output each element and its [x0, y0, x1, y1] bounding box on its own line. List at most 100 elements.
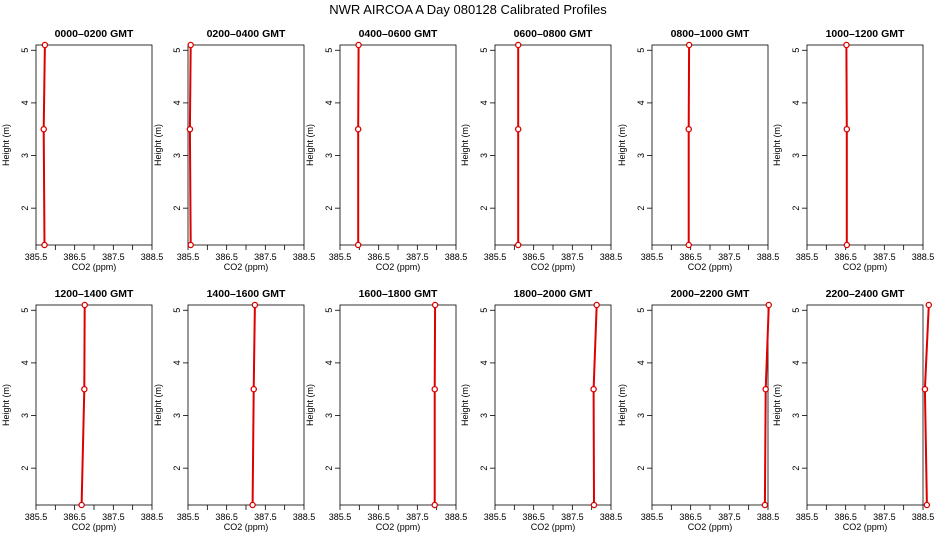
- data-point: [431, 385, 438, 393]
- x-tick-label: 386.5: [215, 252, 238, 262]
- x-tick-label: 386.5: [834, 512, 857, 522]
- x-tick-label: 387.5: [102, 252, 125, 262]
- plot-frame: [651, 304, 769, 506]
- x-axis-label: CO2 (ppm): [688, 262, 733, 272]
- y-tick-label: 5: [479, 48, 489, 53]
- panel-9: 1800–2000 GMT 385.5 386.5 387.5 388.5 2 3 4 5 CO2…: [460, 288, 622, 532]
- plot-frame: [806, 304, 924, 506]
- x-tick-label: 385.5: [641, 512, 664, 522]
- data-point: [41, 41, 49, 49]
- y-axis-label: Height (m): [617, 124, 627, 166]
- x-axis-label: CO2 (ppm): [843, 262, 888, 272]
- y-axis-label: Height (m): [772, 384, 782, 426]
- x-axis-label: CO2 (ppm): [376, 262, 421, 272]
- x-tick-label: 387.5: [718, 512, 741, 522]
- plot-frame: [187, 304, 305, 506]
- data-point: [81, 385, 88, 393]
- data-point: [590, 501, 598, 509]
- data-point: [843, 125, 851, 133]
- y-tick-label: 5: [172, 308, 182, 313]
- panel-0: 0000–0200 GMT 385.5 386.5 387.5 388.5 2 3 4 5 CO2…: [1, 28, 163, 272]
- data-point: [514, 241, 522, 249]
- data-point: [355, 41, 362, 49]
- data-point: [921, 385, 929, 393]
- y-axis-label: Height (m): [1, 124, 11, 166]
- x-tick-label: 388.5: [600, 512, 623, 522]
- data-point: [187, 241, 194, 249]
- y-tick-label: 5: [791, 308, 801, 313]
- x-tick-label: 388.5: [757, 252, 780, 262]
- x-tick-label: 388.5: [445, 252, 468, 262]
- y-axis-label: Height (m): [1, 384, 11, 426]
- y-tick-label: 5: [324, 48, 334, 53]
- figure-title: NWR AIRCOA A Day 080128 Calibrated Profi…: [329, 2, 607, 17]
- data-point: [761, 501, 769, 509]
- y-axis-label: Height (m): [772, 124, 782, 166]
- y-tick-label: 3: [479, 413, 489, 418]
- panel-title: 2000–2200 GMT: [671, 288, 750, 300]
- panel-title: 0800–1000 GMT: [671, 28, 750, 40]
- data-point: [187, 41, 194, 49]
- x-tick-label: 387.5: [102, 512, 125, 522]
- panel-3: 0600–0800 GMT 385.5 386.5 387.5 388.5 2 3 4 5 CO2…: [460, 28, 622, 272]
- y-tick-label: 3: [172, 153, 182, 158]
- x-axis-label: CO2 (ppm): [376, 522, 421, 532]
- x-tick-label: 385.5: [25, 512, 48, 522]
- data-point: [923, 501, 931, 509]
- y-tick-label: 4: [20, 360, 30, 365]
- profile-line: [592, 304, 598, 506]
- y-tick-label: 3: [636, 153, 646, 158]
- data-point: [685, 125, 692, 133]
- plot-frame: [35, 304, 153, 506]
- y-tick-label: 4: [791, 100, 801, 105]
- data-point: [590, 385, 597, 393]
- y-tick-label: 4: [324, 100, 334, 105]
- y-tick-label: 2: [172, 206, 182, 211]
- y-tick-label: 4: [172, 360, 182, 365]
- y-tick-label: 2: [479, 206, 489, 211]
- x-axis-label: CO2 (ppm): [688, 522, 733, 532]
- x-axis-label: CO2 (ppm): [224, 522, 269, 532]
- y-tick-label: 4: [479, 360, 489, 365]
- plot-frame: [651, 44, 769, 246]
- y-tick-label: 2: [791, 466, 801, 471]
- x-tick-label: 387.5: [254, 252, 277, 262]
- data-point: [843, 241, 851, 249]
- x-tick-label: 387.5: [254, 512, 277, 522]
- y-tick-label: 5: [479, 308, 489, 313]
- data-point: [762, 385, 769, 393]
- x-tick-label: 386.5: [367, 512, 390, 522]
- y-tick-label: 4: [636, 100, 646, 105]
- x-tick-label: 387.5: [561, 252, 584, 262]
- x-tick-label: 388.5: [445, 512, 468, 522]
- data-point: [431, 501, 438, 509]
- data-point: [249, 501, 256, 509]
- x-tick-label: 386.5: [215, 512, 238, 522]
- y-tick-label: 4: [172, 100, 182, 105]
- panel-6: 1200–1400 GMT 385.5 386.5 387.5 388.5 2 3 4 5 CO2…: [1, 288, 163, 532]
- data-point: [40, 125, 47, 133]
- y-tick-label: 3: [20, 413, 30, 418]
- panel-8: 1600–1800 GMT 385.5 386.5 387.5 388.5 2 3 4 5 CO2…: [305, 288, 467, 532]
- data-point: [354, 125, 362, 133]
- y-tick-label: 4: [791, 360, 801, 365]
- panel-title: 0400–0600 GMT: [359, 28, 438, 40]
- y-axis-label: Height (m): [305, 124, 315, 166]
- x-tick-label: 385.5: [796, 252, 819, 262]
- y-tick-label: 5: [20, 48, 30, 53]
- x-tick-label: 385.5: [177, 512, 200, 522]
- x-axis-label: CO2 (ppm): [531, 522, 576, 532]
- x-tick-label: 386.5: [522, 252, 545, 262]
- y-tick-label: 4: [324, 360, 334, 365]
- y-tick-label: 2: [791, 206, 801, 211]
- panel-11: 2200–2400 GMT 385.5 386.5 387.5 388.5 2 3 4 5 CO2…: [772, 288, 934, 532]
- y-tick-label: 5: [636, 308, 646, 313]
- panel-title: 1800–2000 GMT: [514, 288, 593, 300]
- panel-title: 1400–1600 GMT: [207, 288, 286, 300]
- y-tick-label: 2: [172, 466, 182, 471]
- x-tick-label: 386.5: [367, 252, 390, 262]
- y-tick-label: 3: [20, 153, 30, 158]
- data-point: [186, 125, 194, 133]
- y-tick-label: 2: [324, 466, 334, 471]
- x-tick-label: 385.5: [484, 512, 507, 522]
